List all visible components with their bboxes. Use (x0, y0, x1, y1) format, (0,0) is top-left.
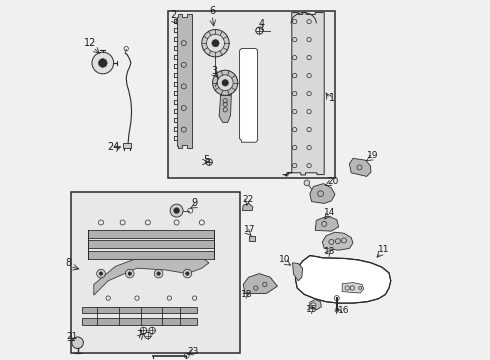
Circle shape (125, 269, 134, 278)
Text: 15: 15 (306, 306, 318, 315)
Text: 21: 21 (67, 332, 78, 341)
Circle shape (202, 30, 229, 57)
Text: 6: 6 (209, 6, 215, 16)
Text: 8: 8 (65, 258, 71, 269)
Polygon shape (240, 49, 258, 142)
Text: 17: 17 (245, 225, 256, 234)
Bar (88, 251, 215, 259)
Bar (88, 240, 215, 248)
Polygon shape (94, 254, 209, 295)
Bar (168, 11, 335, 178)
Text: 2: 2 (170, 10, 176, 20)
Polygon shape (243, 203, 253, 211)
Text: 14: 14 (323, 208, 335, 217)
Polygon shape (310, 300, 321, 310)
Circle shape (183, 269, 192, 278)
Circle shape (311, 303, 316, 308)
Bar (88, 230, 215, 238)
Circle shape (186, 272, 189, 275)
Circle shape (304, 180, 310, 186)
Circle shape (98, 59, 107, 67)
Text: 12: 12 (84, 38, 96, 48)
Text: 7: 7 (136, 330, 143, 341)
Text: 13: 13 (324, 247, 336, 256)
Text: 22: 22 (243, 195, 254, 204)
Circle shape (157, 272, 160, 275)
Circle shape (212, 40, 219, 47)
Text: 11: 11 (378, 245, 390, 254)
Circle shape (72, 337, 83, 348)
Circle shape (99, 272, 103, 275)
Circle shape (222, 80, 228, 86)
Text: 24: 24 (107, 143, 119, 153)
Circle shape (154, 269, 163, 278)
Text: 23: 23 (187, 347, 199, 356)
Polygon shape (342, 283, 364, 293)
Text: 19: 19 (368, 152, 379, 161)
Circle shape (206, 34, 224, 52)
Text: 3: 3 (211, 66, 217, 76)
Circle shape (217, 75, 233, 91)
Bar (123, 143, 131, 148)
Text: 10: 10 (279, 255, 291, 264)
Bar (82, 307, 197, 313)
Circle shape (128, 272, 132, 275)
Polygon shape (295, 256, 391, 303)
Polygon shape (283, 13, 324, 176)
Polygon shape (243, 274, 277, 293)
Polygon shape (219, 94, 231, 122)
Polygon shape (322, 232, 353, 250)
Text: 4: 4 (259, 19, 265, 30)
Text: 9: 9 (192, 198, 198, 208)
Polygon shape (310, 184, 335, 203)
Text: 20: 20 (327, 177, 339, 186)
Bar (82, 318, 197, 325)
Polygon shape (248, 236, 255, 241)
Polygon shape (293, 263, 303, 281)
Polygon shape (349, 158, 371, 176)
Circle shape (174, 208, 179, 213)
Circle shape (97, 269, 105, 278)
Text: 18: 18 (241, 290, 252, 299)
Text: 16: 16 (338, 306, 349, 315)
Polygon shape (315, 216, 339, 231)
Circle shape (92, 52, 114, 74)
Text: 1: 1 (328, 93, 335, 103)
Circle shape (213, 70, 238, 95)
Text: 5: 5 (204, 156, 210, 166)
Circle shape (170, 204, 183, 217)
Bar (72, 192, 240, 353)
Polygon shape (176, 14, 192, 148)
